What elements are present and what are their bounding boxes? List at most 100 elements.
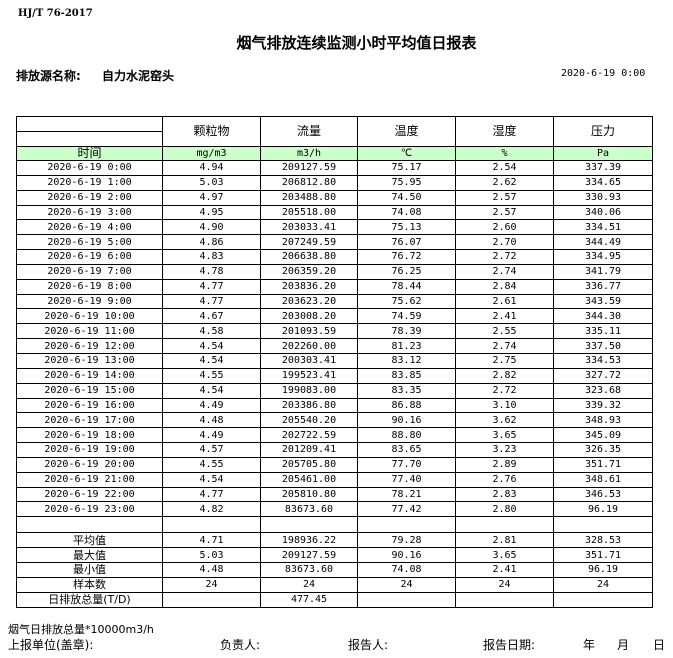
value-cell: 4.54 <box>162 382 261 399</box>
value-cell: 74.08 <box>357 562 456 578</box>
unit-cell: m3/h <box>260 146 358 161</box>
value-cell: 79.28 <box>357 532 456 549</box>
column-header: 颗粒物 <box>162 116 261 147</box>
value-cell: 2.41 <box>455 308 554 325</box>
time-cell: 2020-6-19 14:00 <box>16 367 163 384</box>
value-cell: 83.65 <box>357 442 456 458</box>
value-cell: 78.44 <box>357 278 456 295</box>
value-cell: 90.16 <box>357 412 456 429</box>
value-cell: 206812.80 <box>260 174 358 191</box>
day-label: 日 <box>653 638 666 652</box>
value-cell: 348.61 <box>553 471 653 488</box>
value-cell: 2.62 <box>455 174 554 191</box>
summary-label: 最大值 <box>16 547 163 564</box>
value-cell: 4.49 <box>162 427 261 444</box>
unit-cell: ℃ <box>357 146 456 161</box>
value-cell: 2.81 <box>455 532 554 549</box>
data-row: 2020-6-19 19:00 4.57 201209.41 83.65 3.23 326… <box>16 442 653 458</box>
value-cell: 336.77 <box>553 278 653 295</box>
value-cell: 88.80 <box>357 427 456 444</box>
value-cell: 4.54 <box>162 352 261 369</box>
value-cell: 205705.80 <box>260 456 358 473</box>
value-cell: 75.95 <box>357 174 456 191</box>
data-row: 2020-6-19 2:00 4.97 203488.80 74.50 2.57 330.… <box>16 189 653 206</box>
value-cell: 78.39 <box>357 323 456 340</box>
responsible-label: 负责人: <box>220 638 261 652</box>
value-cell: 209127.59 <box>260 160 358 176</box>
value-cell: 203386.80 <box>260 397 358 414</box>
value-cell: 81.23 <box>357 338 456 354</box>
value-cell: 76.72 <box>357 249 456 265</box>
value-cell: 205461.00 <box>260 471 358 488</box>
value-cell: 83673.60 <box>260 562 358 578</box>
data-row: 2020-6-19 5:00 4.86 207249.59 76.07 2.70 344.… <box>16 234 653 251</box>
data-row: 2020-6-19 4:00 4.90 203033.41 75.13 2.60 334.… <box>16 219 653 236</box>
data-row: 2020-6-19 20:00 4.55 205705.80 77.70 2.89 351… <box>16 456 653 473</box>
value-cell: 78.21 <box>357 486 456 503</box>
data-row: 2020-6-19 9:00 4.77 203623.20 75.62 2.61 343.… <box>16 293 653 310</box>
value-cell <box>357 516 456 534</box>
summary-label: 样本数 <box>16 576 163 593</box>
report-table: 颗粒物 流量 温度 湿度 压力 时间 mg/m3 m3/h ℃ % Pa 202… <box>16 116 653 608</box>
time-cell: 2020-6-19 16:00 <box>16 397 163 414</box>
summary-row: 样本数 24 24 24 24 24 <box>16 576 653 593</box>
time-cell: 2020-6-19 23:00 <box>16 501 163 518</box>
value-cell: 4.48 <box>162 412 261 429</box>
time-cell: 2020-6-19 8:00 <box>16 278 163 295</box>
value-cell: 5.03 <box>162 547 261 564</box>
value-cell: 2.74 <box>455 263 554 280</box>
value-cell: 2.89 <box>455 456 554 473</box>
value-cell: 4.78 <box>162 263 261 280</box>
value-cell: 77.40 <box>357 471 456 488</box>
value-cell: 24 <box>260 576 358 593</box>
value-cell: 209127.59 <box>260 547 358 564</box>
value-cell: 2.41 <box>455 562 554 578</box>
value-cell: 198936.22 <box>260 532 358 549</box>
unit-cell: % <box>455 146 554 161</box>
source-value: 自力水泥窑头 <box>102 69 175 83</box>
time-cell: 2020-6-19 10:00 <box>16 308 163 325</box>
column-header: 压力 <box>553 116 653 147</box>
summary-label: 日排放总量(T/D) <box>16 591 163 608</box>
value-cell: 2.82 <box>455 367 554 384</box>
value-cell: 199523.41 <box>260 367 358 384</box>
value-cell: 2.55 <box>455 323 554 340</box>
value-cell: 328.53 <box>553 532 653 549</box>
standard-code: HJ/T 76-2017 <box>18 8 93 19</box>
value-cell: 334.65 <box>553 174 653 191</box>
year-label: 年 <box>583 638 596 652</box>
data-row: 2020-6-19 8:00 4.77 203836.20 78.44 2.84 336.… <box>16 278 653 295</box>
time-cell: 2020-6-19 15:00 <box>16 382 163 399</box>
value-cell: 4.57 <box>162 442 261 458</box>
data-row: 2020-6-19 23:00 4.82 83673.60 77.42 2.80 96.1… <box>16 501 653 518</box>
value-cell: 201093.59 <box>260 323 358 340</box>
value-cell: 3.65 <box>455 427 554 444</box>
value-cell <box>162 516 261 534</box>
value-cell <box>455 516 554 534</box>
value-cell: 4.55 <box>162 367 261 384</box>
footer-note: 烟气日排放总量*10000m3/h <box>8 623 154 636</box>
value-cell: 83673.60 <box>260 501 358 518</box>
report-date-label: 报告日期: <box>483 638 536 652</box>
data-row: 2020-6-19 7:00 4.78 206359.20 76.25 2.74 341.… <box>16 263 653 280</box>
value-cell: 326.35 <box>553 442 653 458</box>
value-cell: 74.50 <box>357 189 456 206</box>
value-cell: 4.48 <box>162 562 261 578</box>
value-cell: 76.25 <box>357 263 456 280</box>
value-cell: 351.71 <box>553 547 653 564</box>
summary-row: 平均值 4.71 198936.22 79.28 2.81 328.53 <box>16 532 653 549</box>
value-cell: 4.54 <box>162 338 261 354</box>
value-cell: 3.62 <box>455 412 554 429</box>
value-cell <box>357 591 456 608</box>
data-row: 2020-6-19 14:00 4.55 199523.41 83.85 2.82 327… <box>16 367 653 384</box>
time-cell: 2020-6-19 21:00 <box>16 471 163 488</box>
value-cell: 4.94 <box>162 160 261 176</box>
header-corner-cell <box>16 116 163 147</box>
value-cell: 203623.20 <box>260 293 358 310</box>
value-cell: 90.16 <box>357 547 456 564</box>
value-cell: 337.50 <box>553 338 653 354</box>
value-cell: 2.83 <box>455 486 554 503</box>
value-cell: 2.54 <box>455 160 554 176</box>
value-cell: 205540.20 <box>260 412 358 429</box>
value-cell: 77.70 <box>357 456 456 473</box>
